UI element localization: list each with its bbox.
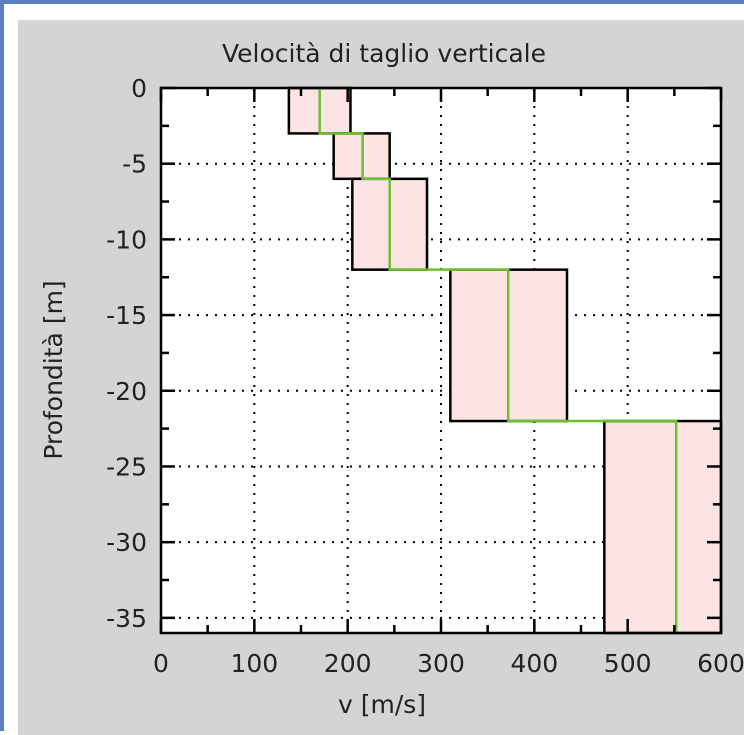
y-tick-label: -5 bbox=[122, 150, 147, 179]
y-axis-label: Profondità [m] bbox=[39, 280, 68, 459]
x-tick-label: 0 bbox=[153, 649, 169, 678]
chart-title: Velocità di taglio verticale bbox=[222, 39, 546, 68]
x-tick-label: 300 bbox=[417, 649, 465, 678]
layer-band bbox=[603, 419, 723, 635]
y-tick-label: -15 bbox=[106, 301, 147, 330]
velocity-profile-line bbox=[318, 88, 678, 633]
y-tick-label: -25 bbox=[106, 452, 147, 481]
plot-area: 0 100 200 300 400 500 600 0 -5 -10 -15 -20 -25 -30 -35 bbox=[106, 74, 744, 678]
x-axis-label: v [m/s] bbox=[338, 690, 426, 719]
y-tick-label: -30 bbox=[106, 528, 147, 557]
velocity-chart: Velocità di taglio verticale v [m/s] Pro… bbox=[39, 39, 744, 719]
x-tick-label: 200 bbox=[324, 649, 372, 678]
y-tick-label: -20 bbox=[106, 377, 147, 406]
x-tick-label: 500 bbox=[604, 649, 652, 678]
chart-panel: Velocità di taglio verticale v [m/s] Pro… bbox=[18, 20, 744, 735]
y-tick-label: -10 bbox=[106, 225, 147, 254]
x-tick-label: 100 bbox=[230, 649, 278, 678]
x-tick-label: 600 bbox=[697, 649, 744, 678]
x-tick-label: 400 bbox=[510, 649, 558, 678]
y-tick-label: -35 bbox=[106, 604, 147, 633]
y-tick-label: 0 bbox=[131, 74, 147, 103]
